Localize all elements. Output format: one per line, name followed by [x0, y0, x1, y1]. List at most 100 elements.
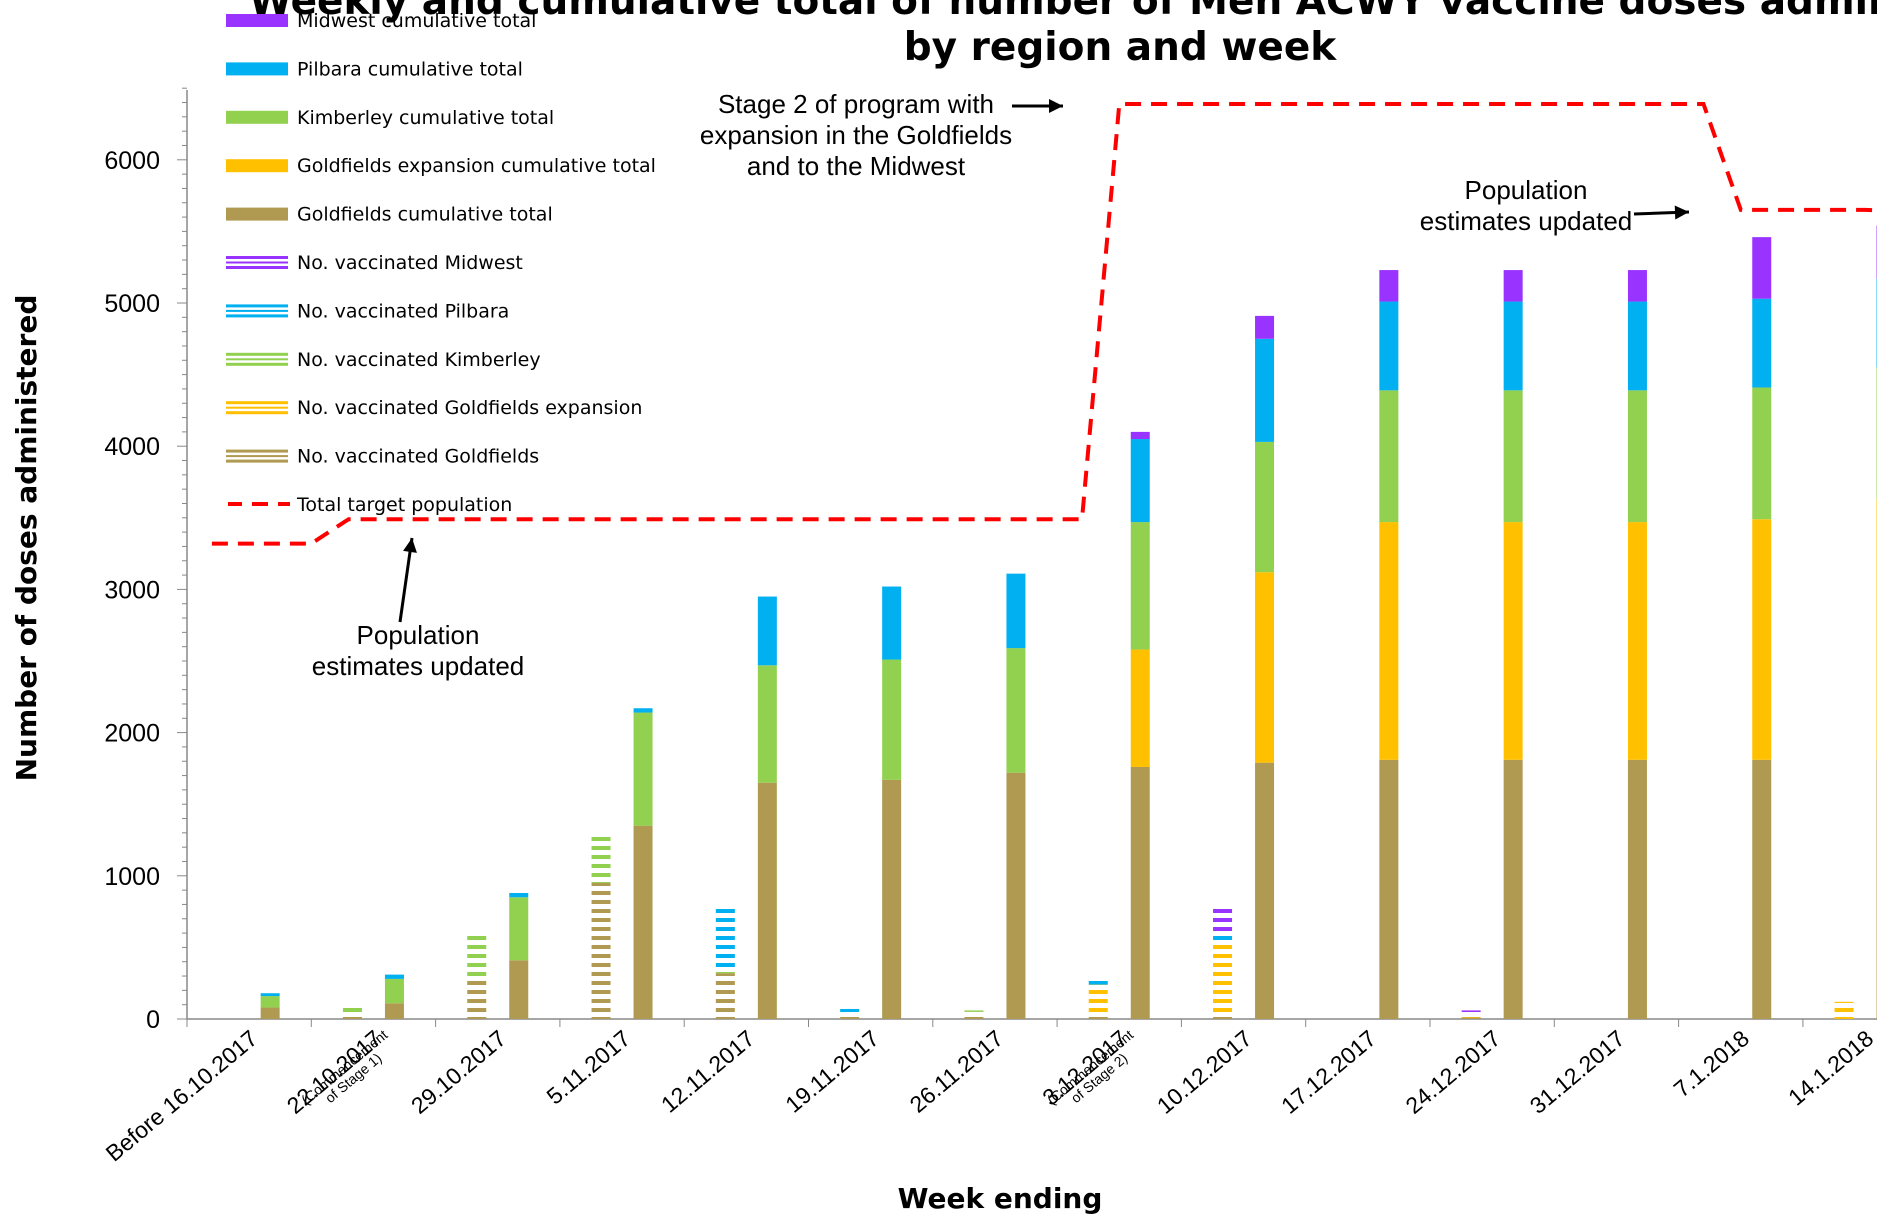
bar-cumulative-goldfields-expansion: [1255, 572, 1275, 763]
bar-cumulative-kimberley: [509, 897, 529, 961]
bar-cumulative-kimberley: [757, 665, 777, 783]
legend-label: Total target population: [296, 494, 512, 516]
target-population-line: [211, 102, 1877, 546]
bar-cumulative-pilbara: [1379, 301, 1399, 391]
bar-weekly-goldfields: [467, 978, 487, 1019]
bar-cumulative-midwest: [1379, 270, 1399, 302]
bar-cumulative-pilbara: [757, 596, 777, 666]
bar-cumulative-goldfields: [509, 960, 529, 1019]
bar-weekly-kimberley: [467, 934, 487, 979]
legend-swatch: [226, 411, 288, 415]
bar-weekly-pilbara: [715, 907, 735, 972]
bar-cumulative-kimberley: [1627, 390, 1647, 523]
x-tick-label: 7.1.2018: [1669, 1025, 1754, 1102]
bar-weekly-goldfields: [1088, 1013, 1108, 1019]
bar-cumulative-goldfields: [384, 1003, 404, 1019]
bar-weekly-midwest: [1213, 908, 1233, 932]
bar-cumulative-goldfields: [1752, 759, 1772, 1019]
bar-weekly-pilbara: [1088, 978, 1108, 985]
bars-layer: [260, 225, 1877, 1019]
bar-cumulative-goldfields: [1627, 759, 1647, 1019]
annotation-text: estimates updated: [1420, 206, 1632, 236]
legend-swatch: [226, 352, 288, 356]
legend-item-goldfields-cumulative-total: Goldfields cumulative total: [226, 204, 553, 226]
bar-cumulative-pilbara: [882, 586, 902, 660]
bar-weekly-goldfields: [715, 973, 735, 1019]
bar-weekly-goldfields-expansion: [1834, 1001, 1854, 1019]
bar-weekly-goldfields-expansion: [1088, 984, 1108, 1014]
bar-weekly-kimberley: [715, 971, 735, 974]
legend-swatch: [226, 459, 288, 463]
bar-cumulative-midwest: [1255, 315, 1275, 339]
bar-weekly-goldfields: [1213, 1016, 1233, 1019]
legend-item-no-vaccinated-midwest: No. vaccinated Midwest: [226, 252, 523, 274]
legend-label: No. vaccinated Goldfields: [297, 446, 539, 468]
bar-weekly-goldfields: [840, 1016, 860, 1019]
bar-cumulative-goldfields: [1379, 759, 1399, 1019]
bar-cumulative-kimberley: [1006, 648, 1026, 773]
y-tick-label: 0: [146, 1006, 160, 1034]
bar-cumulative-pilbara: [260, 993, 280, 997]
target-line-layer: [211, 102, 1877, 546]
x-tick-label: 19.11.2017: [780, 1025, 884, 1118]
chart-title: Weekly and cumulative total of number of…: [249, 0, 1877, 70]
bar-cumulative-goldfields: [1006, 772, 1026, 1019]
y-tick-label: 2000: [104, 720, 160, 748]
bar-cumulative-goldfields: [882, 779, 902, 1019]
bar-weekly-pilbara: [1213, 931, 1233, 941]
legend-item-no-vaccinated-pilbara: No. vaccinated Pilbara: [226, 300, 509, 322]
legend-item-kimberley-cumulative-total: Kimberley cumulative total: [226, 107, 554, 129]
y-tick-label: 4000: [104, 433, 160, 461]
annotation-text: Population: [357, 620, 480, 650]
legend-swatch: [226, 207, 288, 221]
annotation-text: estimates updated: [312, 651, 524, 681]
legend-label: Pilbara cumulative total: [297, 58, 523, 80]
bar-weekly-goldfields: [591, 882, 611, 1019]
bar-cumulative-goldfields: [1503, 759, 1523, 1019]
legend-item-midwest-cumulative-total: Midwest cumulative total: [226, 10, 536, 32]
legend-label: Goldfields expansion cumulative total: [297, 155, 656, 177]
bar-cumulative-goldfields: [260, 1007, 280, 1019]
bar-weekly-goldfields-expansion: [1213, 940, 1233, 1017]
y-tick-label: 3000: [104, 576, 160, 604]
bar-cumulative-goldfields-expansion: [1379, 522, 1399, 760]
bar-weekly-goldfields-expansion: [1461, 1016, 1481, 1018]
legend-swatch: [226, 304, 288, 308]
bar-cumulative-goldfields-expansion: [1627, 522, 1647, 760]
legend-swatch: [226, 401, 288, 405]
bar-cumulative-goldfields-expansion: [1130, 649, 1150, 767]
legend-label: No. vaccinated Kimberley: [297, 349, 541, 371]
bar-cumulative-pilbara: [633, 708, 653, 713]
bar-cumulative-kimberley: [1503, 390, 1523, 523]
legend-swatch: [226, 406, 288, 409]
bar-weekly-goldfields: [1461, 1017, 1481, 1019]
legend-swatch: [226, 159, 288, 173]
legend-item-no-vaccinated-kimberley: No. vaccinated Kimberley: [226, 349, 541, 371]
annotation-text: Stage 2 of program with: [718, 89, 994, 119]
x-tick-label: 12.11.2017: [656, 1025, 760, 1118]
legend-swatch: [226, 314, 288, 318]
bar-weekly-midwest: [1461, 1010, 1481, 1017]
legend-item-no-vaccinated-goldfields: No. vaccinated Goldfields: [226, 446, 539, 468]
y-tick-label: 6000: [104, 147, 160, 175]
bar-weekly-goldfields: [342, 1014, 362, 1019]
legend-item-total-target-population: Total target population: [228, 494, 512, 516]
bar-cumulative-goldfields: [757, 782, 777, 1019]
bar-cumulative-pilbara: [1006, 573, 1026, 649]
bar-cumulative-midwest: [1627, 270, 1647, 302]
legend-item-goldfields-expansion-cumulative-total: Goldfields expansion cumulative total: [226, 155, 656, 177]
bar-cumulative-pilbara: [1752, 298, 1772, 388]
x-tick-label: 17.12.2017: [1276, 1025, 1381, 1119]
chart-title-line-1: Weekly and cumulative total of number of…: [249, 0, 1877, 24]
bar-cumulative-goldfields: [1255, 762, 1275, 1019]
y-axis-title: Number of doses administered: [10, 295, 43, 782]
annotation-text: and to the Midwest: [747, 151, 966, 181]
y-axis: 0 1000 2000 3000 4000 5000 6000: [104, 87, 188, 1034]
bar-cumulative-kimberley: [882, 659, 902, 780]
legend-label: Midwest cumulative total: [297, 10, 536, 32]
legend-swatch: [226, 256, 288, 259]
legend: Midwest cumulative total Pilbara cumulati…: [226, 10, 656, 516]
arrow-head: [1049, 99, 1063, 113]
